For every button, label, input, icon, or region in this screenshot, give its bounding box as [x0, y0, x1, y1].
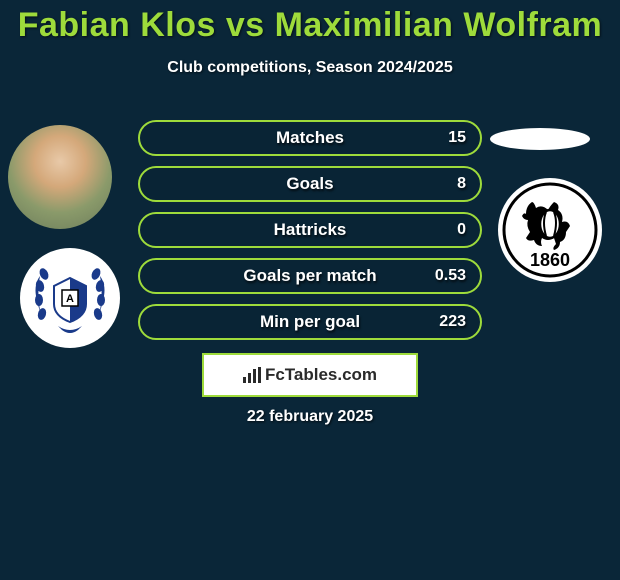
stat-value-right: 15	[448, 122, 466, 154]
stat-row-min-per-goal: Min per goal 223	[138, 304, 482, 340]
stat-row-goals: Goals 8	[138, 166, 482, 202]
date-text: 22 february 2025	[0, 408, 620, 426]
stat-value-right: 0	[457, 214, 466, 246]
brand-text: FcTables.com	[265, 365, 377, 385]
player-right-club-badge: 1860	[498, 178, 602, 282]
stat-value-right: 223	[439, 306, 466, 338]
arminia-badge-icon: A	[28, 256, 112, 340]
brand-box: FcTables.com	[202, 353, 418, 397]
chart-icon	[243, 367, 261, 383]
stat-label: Goals per match	[140, 260, 480, 292]
stat-row-hattricks: Hattricks 0	[138, 212, 482, 248]
stat-value-right: 0.53	[435, 260, 466, 292]
player-left-club-badge: A	[20, 248, 120, 348]
player-left-photo	[8, 125, 112, 229]
comparison-subtitle: Club competitions, Season 2024/2025	[0, 59, 620, 77]
stat-label: Min per goal	[140, 306, 480, 338]
stat-value-right: 8	[457, 168, 466, 200]
badge-year-text: 1860	[530, 250, 570, 270]
stats-container: Matches 15 Goals 8 Hattricks 0 Goals per…	[138, 120, 482, 350]
comparison-title: Fabian Klos vs Maximilian Wolfram	[0, 0, 620, 45]
svg-text:A: A	[66, 293, 74, 305]
stat-label: Matches	[140, 122, 480, 154]
stat-label: Goals	[140, 168, 480, 200]
stat-row-matches: Matches 15	[138, 120, 482, 156]
1860-badge-icon: 1860	[502, 182, 598, 278]
stat-label: Hattricks	[140, 214, 480, 246]
player-right-photo	[490, 128, 590, 150]
stat-row-goals-per-match: Goals per match 0.53	[138, 258, 482, 294]
